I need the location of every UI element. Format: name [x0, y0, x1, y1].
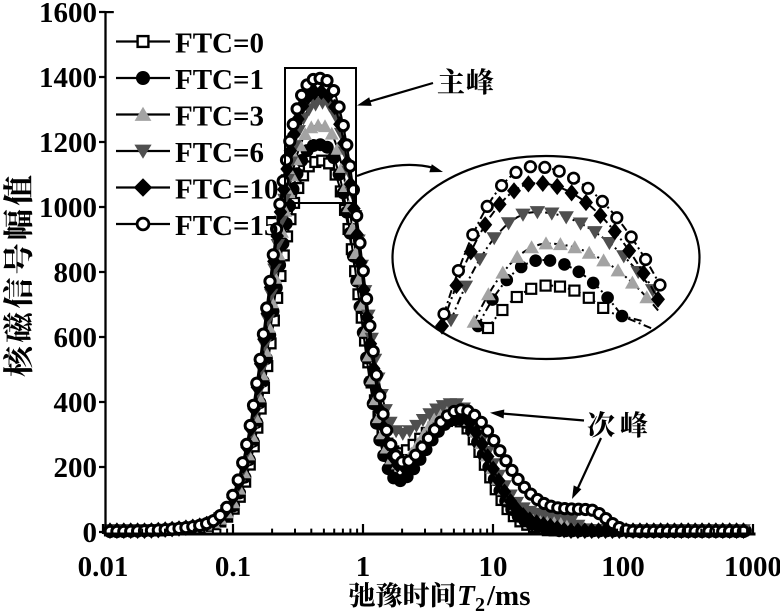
svg-text:FTC=0: FTC=0 [175, 27, 264, 59]
svg-text:2: 2 [475, 594, 485, 615]
svg-text:0.01: 0.01 [78, 551, 129, 583]
svg-text:0.1: 0.1 [215, 551, 251, 583]
svg-text:1600: 1600 [39, 0, 97, 29]
svg-text:600: 600 [54, 322, 98, 354]
svg-text:0: 0 [83, 517, 98, 549]
svg-text:1: 1 [356, 551, 371, 583]
svg-text:1000: 1000 [39, 192, 97, 224]
svg-text:400: 400 [54, 387, 98, 419]
svg-text:200: 200 [54, 452, 98, 484]
svg-text:FTC=10: FTC=10 [175, 173, 279, 205]
svg-text:1400: 1400 [39, 62, 97, 94]
svg-text:FTC=3: FTC=3 [175, 100, 264, 132]
svg-text:10: 10 [479, 551, 508, 583]
svg-text:1200: 1200 [39, 127, 97, 159]
svg-text:FTC=15: FTC=15 [175, 210, 279, 242]
svg-text:/ms: /ms [486, 580, 531, 612]
svg-text:T: T [457, 580, 476, 612]
svg-text:FTC=6: FTC=6 [175, 137, 264, 169]
svg-text:800: 800 [54, 257, 98, 289]
svg-text:FTC=1: FTC=1 [175, 64, 264, 96]
svg-text:1000: 1000 [724, 551, 780, 583]
svg-text:100: 100 [601, 551, 645, 583]
